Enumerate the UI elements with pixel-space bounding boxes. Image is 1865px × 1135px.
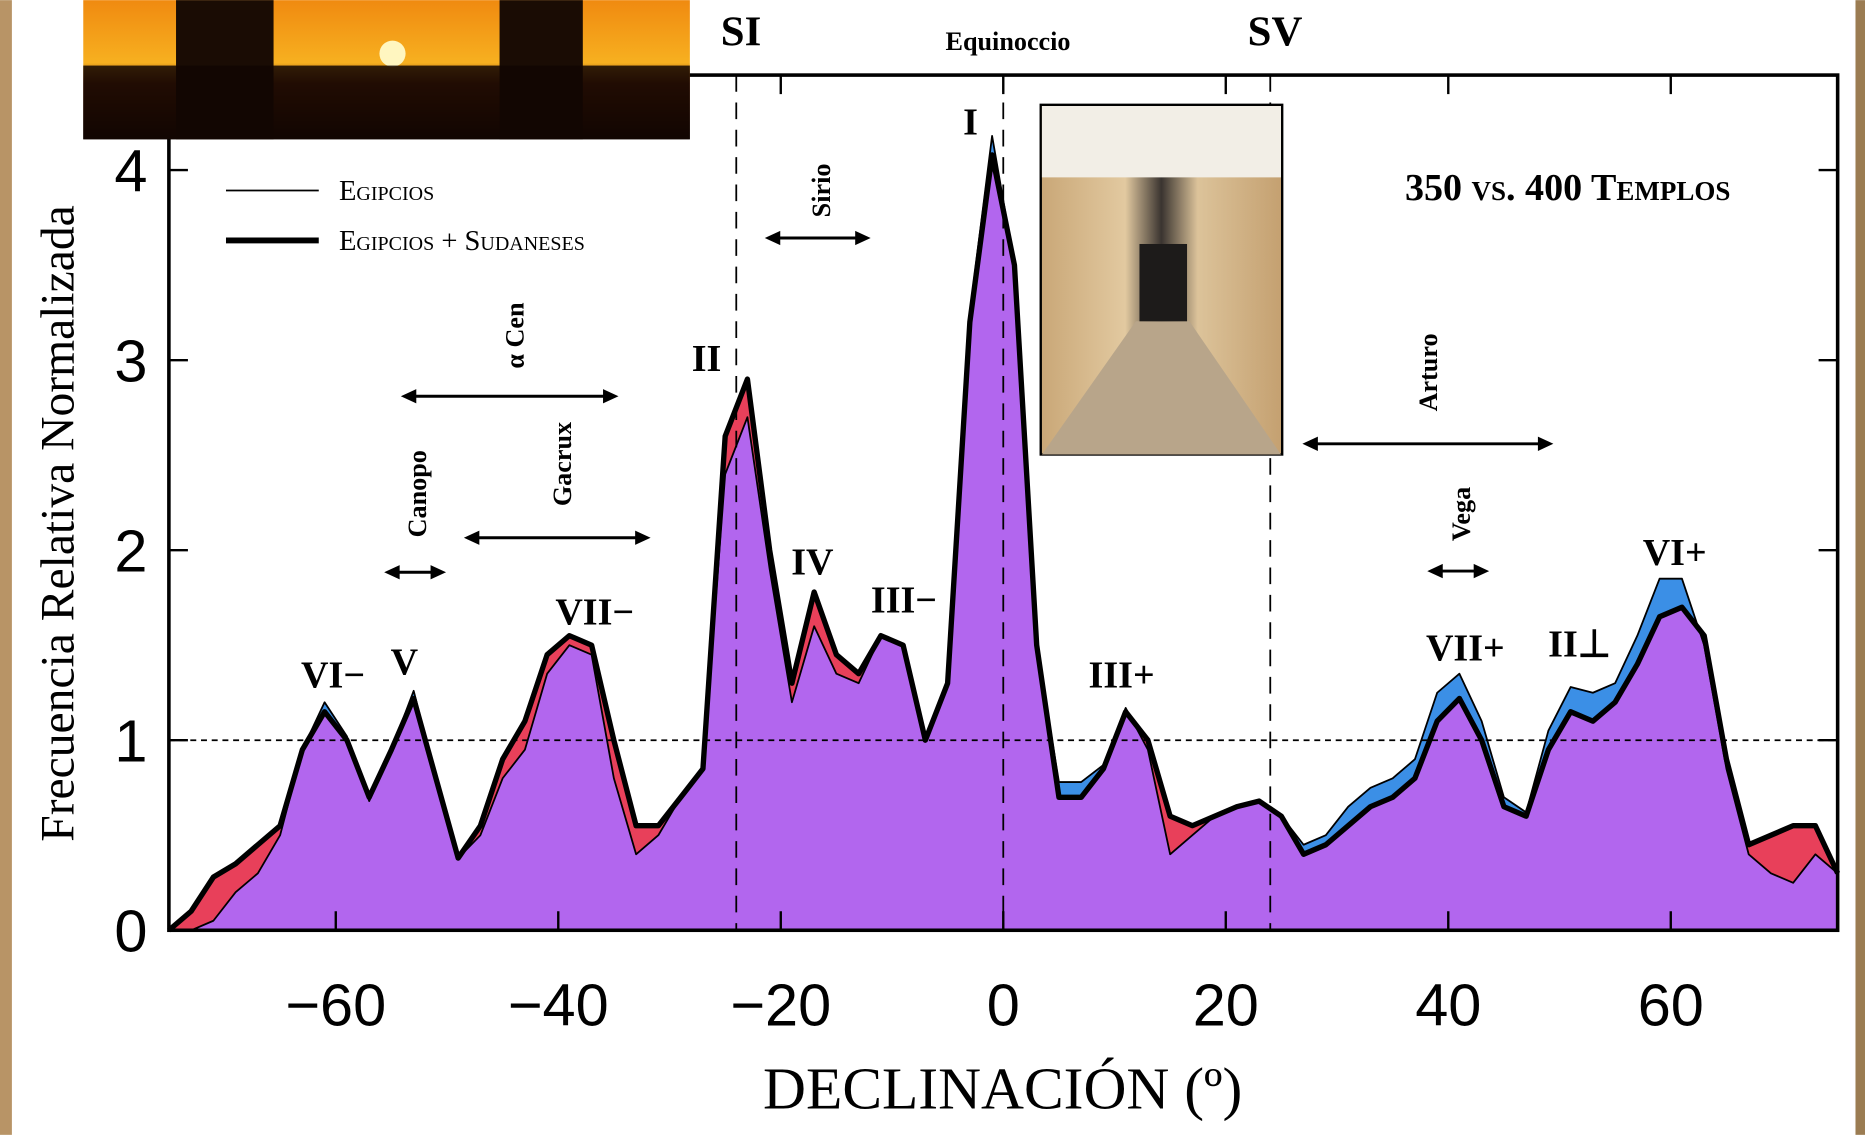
star-label: Sirio	[807, 164, 836, 218]
y-tick-label: 0	[114, 898, 147, 965]
peak-label: VII−	[555, 592, 634, 634]
y-axis-label: Frecuencia Relativa Normalizada	[33, 205, 85, 841]
line	[167, 152, 1841, 933]
marker-label: SI	[721, 8, 761, 55]
arrow-head	[384, 565, 400, 580]
star-label: Arturo	[1414, 333, 1443, 411]
peak-label: III+	[1089, 655, 1155, 697]
arrow-head	[855, 230, 871, 246]
x-tick-label: −40	[508, 971, 609, 1038]
stone-edge	[0, 0, 12, 1135]
arrow-head	[1473, 563, 1490, 579]
peak-label: III−	[871, 580, 937, 622]
floor	[1041, 321, 1281, 455]
x-tick-label: 60	[1638, 971, 1704, 1038]
marker-label: SV	[1248, 8, 1303, 55]
peak-label: II⊥	[1548, 624, 1611, 666]
doorway	[1139, 243, 1188, 322]
y-tick-label: 1	[114, 708, 147, 775]
peak-label: VI+	[1643, 532, 1707, 574]
star-label: α Cen	[500, 302, 529, 369]
arrow-head	[400, 389, 417, 404]
x-tick-label: 40	[1415, 971, 1481, 1038]
sky	[1041, 106, 1281, 178]
chart-title: 350 vs. 400 Templos	[1405, 167, 1730, 209]
peak-label: VI−	[301, 655, 365, 697]
sun	[379, 40, 406, 67]
star-label: Gacrux	[548, 422, 577, 506]
marker-label: Equinoccio	[946, 27, 1071, 56]
peak-label: VII+	[1426, 627, 1505, 669]
legend-label: Egipcios + Sudaneses	[339, 226, 585, 257]
legend-label: Egipcios	[339, 176, 434, 207]
y-tick-label: 4	[114, 138, 147, 205]
ground	[83, 65, 690, 140]
star-label: Canopo	[403, 450, 432, 537]
peak-label: I	[963, 102, 978, 144]
peak-label: II	[692, 338, 722, 380]
x-tick-label: −20	[730, 971, 831, 1038]
y-tick-label: 2	[114, 518, 147, 585]
temple-photo	[1039, 103, 1284, 456]
arrow-head	[603, 389, 619, 404]
arrow-head	[1427, 563, 1443, 579]
y-tick-label: 3	[114, 328, 147, 395]
x-axis-label: DECLINACIÓN (º)	[763, 1056, 1242, 1122]
arrow-head	[1302, 436, 1318, 451]
peak-label: IV	[791, 542, 834, 584]
arrow-head	[1537, 436, 1554, 451]
arrow-head	[463, 530, 480, 545]
plot-area: SI Equinoccio SV −60 −40 −20 0 20 40 60 0 1 2 3 4 DECLI…	[33, 8, 1841, 1122]
peak-label: V	[391, 642, 419, 684]
x-tick-label: 0	[987, 971, 1020, 1038]
x-tick-label: 20	[1193, 971, 1259, 1038]
x-tick-label: −60	[285, 971, 386, 1038]
stone-edge	[1855, 0, 1865, 1135]
arrow-head	[430, 565, 447, 580]
arrow-head	[764, 230, 781, 246]
sunset-photo	[83, 0, 690, 140]
arrow-head	[635, 530, 651, 545]
star-label: Vega	[1447, 487, 1476, 541]
